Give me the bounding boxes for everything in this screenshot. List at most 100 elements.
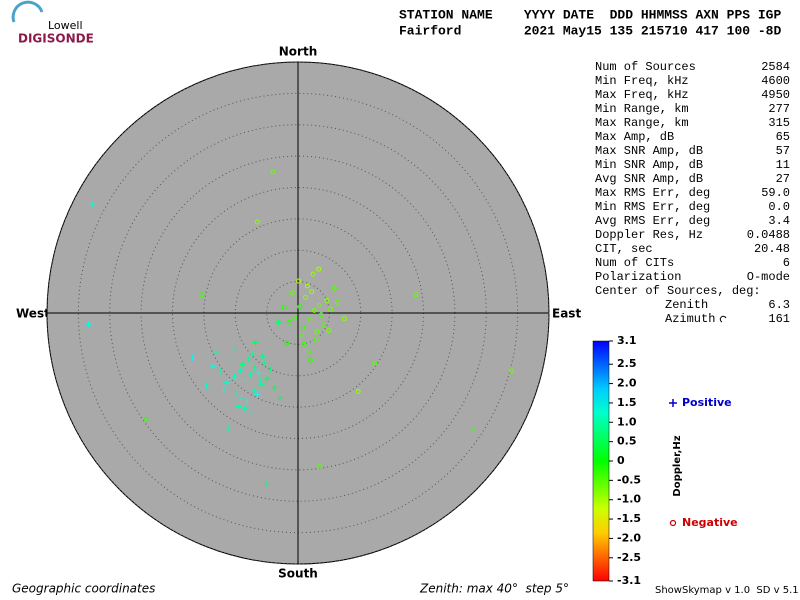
center-label: Zenith <box>665 298 708 312</box>
negative-source <box>314 329 320 335</box>
stat-label: Num of Sources <box>595 60 696 74</box>
negative-source <box>311 307 317 313</box>
negative-source <box>199 292 205 298</box>
positive-source <box>247 372 254 379</box>
negative-source <box>289 290 295 296</box>
negative-source <box>308 357 314 363</box>
legend-label: Positive <box>682 396 732 409</box>
negative-source <box>143 417 149 423</box>
header-columns: STATION NAME YYYY DATE DDD HHMMSS AXN PP… <box>399 7 781 22</box>
stat-label: Avg RMS Err, deg <box>595 214 710 228</box>
negative-source <box>331 286 337 292</box>
positive-source <box>251 387 258 394</box>
stat-value: 4950 <box>761 88 790 102</box>
positive-source <box>231 374 238 381</box>
legend-marker <box>669 399 677 407</box>
positive-source <box>258 381 265 388</box>
stat-label: Avg SNR Amp, dB <box>595 172 703 186</box>
negative-source <box>284 340 290 346</box>
stat-value: 277 <box>768 102 790 116</box>
positive-source <box>225 424 232 431</box>
negative-source <box>341 316 347 322</box>
positive-source <box>237 367 244 374</box>
negative-source <box>324 297 330 303</box>
colorbar-tick-label: 0.5 <box>617 435 637 448</box>
stat-value: 57 <box>776 144 790 158</box>
negative-source <box>335 299 341 305</box>
positive-source <box>85 321 92 328</box>
center-label: Azimuth <box>665 312 715 326</box>
stat-value: 11 <box>776 158 790 172</box>
positive-source <box>228 358 235 365</box>
zenith-label: Zenith: max 40° step 5° <box>419 582 569 596</box>
negative-source <box>326 328 332 334</box>
colorbar-tick-label: 0 <box>617 454 625 467</box>
negative-source <box>270 169 276 175</box>
stat-label: Num of CITs <box>595 256 674 270</box>
positive-source <box>251 364 258 371</box>
positive-source <box>256 370 263 377</box>
positive-source <box>238 395 245 402</box>
negative-source <box>301 341 307 347</box>
positive-source <box>262 480 269 487</box>
negative-source <box>310 271 316 277</box>
center-title: Center of Sources, deg: <box>595 284 761 298</box>
negative-source <box>297 304 303 310</box>
stat-value: 59.0 <box>761 186 790 200</box>
positive-source <box>220 386 227 393</box>
version-label: ShowSkymap v 1.0 SD v 5.1 <box>655 585 799 596</box>
negative-source <box>372 360 378 366</box>
negative-source <box>413 292 419 298</box>
negative-source <box>292 315 298 321</box>
colorbar-tick-label: -2.0 <box>617 531 641 544</box>
stat-value: 0.0 <box>768 200 790 214</box>
stat-value: 20.48 <box>754 242 790 256</box>
negative-source <box>254 219 260 225</box>
stat-value: 2584 <box>761 60 790 74</box>
stat-value: 65 <box>776 130 790 144</box>
negative-source <box>303 294 309 300</box>
negative-source <box>355 388 361 394</box>
colorbar-tick-label: 2.0 <box>617 377 637 390</box>
stat-value: 6 <box>783 256 790 270</box>
stat-label: Max Amp, dB <box>595 130 674 144</box>
positive-source <box>259 353 266 360</box>
positive-source <box>257 378 264 385</box>
south-label: South <box>278 567 318 581</box>
negative-source <box>281 304 287 310</box>
stat-value: 315 <box>768 116 790 130</box>
colorbar-tick-label: -0.5 <box>617 473 641 486</box>
legend-label: Negative <box>682 516 738 529</box>
stat-label: Max RMS Err, deg <box>595 186 710 200</box>
stat-label: Min Freq, kHz <box>595 74 689 88</box>
negative-source <box>321 322 327 328</box>
negative-source <box>299 333 305 339</box>
colorbar-label: Doppler,Hz <box>672 435 683 496</box>
coordinates-label: Geographic coordinates <box>12 582 155 596</box>
positive-source <box>232 346 239 353</box>
stat-value: 4600 <box>761 74 790 88</box>
azimuth-glyph <box>719 315 727 323</box>
positive-source <box>276 394 283 401</box>
colorbar-tick-label: -3.1 <box>617 574 641 587</box>
positive-source <box>241 405 248 412</box>
positive-source <box>239 361 246 368</box>
positive-source <box>264 375 271 382</box>
positive-source <box>189 354 196 361</box>
colorbar-tick-label: -1.5 <box>617 512 641 525</box>
positive-source <box>252 339 259 346</box>
colorbar-tick-label: 2.5 <box>617 357 637 370</box>
colorbar-tick-label: -1.0 <box>617 493 641 506</box>
west-label: West <box>16 307 50 321</box>
negative-source <box>508 368 514 374</box>
negative-source <box>316 302 322 308</box>
east-label: East <box>552 307 581 321</box>
positive-source <box>217 368 224 375</box>
negative-source <box>307 317 313 323</box>
colorbar-tick-label: 1.0 <box>617 415 637 428</box>
negative-source <box>318 312 324 318</box>
negative-source <box>316 266 322 272</box>
positive-source <box>244 398 251 405</box>
logo-bottom: DIGISONDE <box>18 32 94 46</box>
